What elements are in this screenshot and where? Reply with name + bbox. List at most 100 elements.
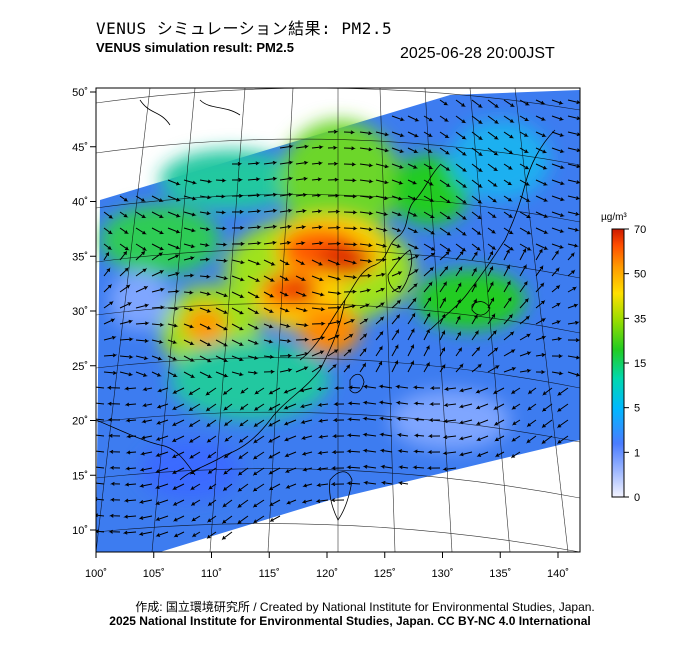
wind-arrow <box>396 416 409 421</box>
wind-arrow <box>391 227 402 232</box>
wind-arrow <box>103 243 113 250</box>
wind-arrow <box>106 401 121 406</box>
wind-arrow <box>311 291 325 297</box>
wind-arrow <box>541 435 553 445</box>
wind-arrow <box>391 115 406 122</box>
wind-arrow <box>455 99 466 107</box>
wind-arrow <box>279 307 290 313</box>
lat-tick-label: 25˚ <box>72 361 88 373</box>
wind-arrow <box>346 433 361 438</box>
wind-arrow <box>493 419 505 426</box>
wind-arrow <box>207 515 217 523</box>
wind-arrow <box>119 284 131 293</box>
wind-arrow <box>331 450 345 455</box>
wind-arrow <box>167 323 179 328</box>
wind-arrow <box>279 192 294 197</box>
wind-arrow <box>428 402 441 407</box>
wind-arrow <box>215 307 229 314</box>
wind-arrow <box>567 195 580 200</box>
wind-arrow <box>279 144 294 149</box>
wind-arrow <box>343 226 358 231</box>
wind-arrow <box>155 435 169 441</box>
wind-arrow <box>487 250 494 261</box>
wind-arrow <box>199 291 212 296</box>
wind-arrow <box>167 211 181 218</box>
wind-arrow <box>302 467 313 472</box>
wind-arrow <box>503 264 510 277</box>
wind-arrow <box>551 302 561 309</box>
wind-arrow <box>535 335 547 341</box>
wind-arrow <box>135 338 150 343</box>
wind-arrow <box>343 304 357 309</box>
wind-arrow <box>413 401 425 406</box>
graticule <box>96 88 580 552</box>
wind-arrow <box>96 481 105 486</box>
wind-arrow <box>391 211 403 217</box>
wind-arrow <box>526 435 537 444</box>
wind-arrow <box>439 243 452 252</box>
wind-arrow <box>535 211 549 218</box>
wind-arrow <box>252 483 265 492</box>
colorbar-tick-label: 50 <box>634 269 646 281</box>
lon-tick-label: 135˚ <box>489 568 511 580</box>
colorbar-tick-label: 5 <box>634 403 640 415</box>
wind-arrow <box>327 334 340 341</box>
wind-arrow <box>231 259 246 265</box>
wind-arrow <box>476 435 489 442</box>
wind-arrow <box>269 499 281 507</box>
wind-arrow <box>151 227 165 235</box>
wind-arrow <box>471 243 482 251</box>
wind-arrow <box>252 499 265 508</box>
wind-arrow <box>455 314 461 325</box>
wind-arrow <box>311 350 325 357</box>
wind-arrow <box>252 515 265 524</box>
wind-arrow <box>423 195 435 202</box>
wind-arrow <box>379 432 393 437</box>
wind-arrow <box>542 387 553 396</box>
wind-arrow <box>413 433 425 438</box>
wind-arrow <box>188 387 201 396</box>
wind-arrow <box>375 345 383 357</box>
wind-arrow <box>475 419 489 426</box>
wind-arrow <box>215 339 229 347</box>
wind-arrow <box>527 403 537 411</box>
wind-arrow <box>439 265 449 277</box>
wind-arrow <box>397 449 409 454</box>
wind-arrow <box>155 451 169 457</box>
wind-arrow <box>311 307 326 312</box>
wind-arrow <box>295 323 309 328</box>
wind-arrow <box>151 269 165 277</box>
wind-arrow <box>551 284 561 293</box>
wind-arrow <box>455 346 462 357</box>
wind-arrow <box>156 403 169 409</box>
wind-arrow <box>263 208 278 213</box>
wind-arrow <box>535 243 549 250</box>
wind-arrow <box>487 312 496 325</box>
wind-arrow <box>222 499 233 508</box>
wind-arrow <box>125 450 137 455</box>
wind-arrow <box>535 147 548 154</box>
wind-arrow <box>223 403 233 412</box>
wind-arrow <box>346 465 361 470</box>
wind-arrow <box>327 305 342 310</box>
wind-arrow <box>199 179 213 184</box>
wind-arrow <box>551 99 564 105</box>
wind-arrow <box>428 418 441 423</box>
wind-arrow <box>347 401 361 406</box>
wind-arrow <box>359 147 374 152</box>
wind-arrow <box>439 363 446 373</box>
wind-arrow <box>330 498 345 503</box>
wind-arrow <box>426 466 441 471</box>
wind-arrow <box>375 195 389 201</box>
wind-arrow <box>423 344 430 357</box>
wind-arrow <box>391 195 404 201</box>
wind-arrow <box>96 465 105 469</box>
wind-arrow <box>188 419 201 428</box>
wind-arrow <box>346 481 361 486</box>
wind-arrow <box>155 499 169 505</box>
wind-arrow <box>103 267 111 277</box>
wind-arrow <box>519 179 531 186</box>
wind-arrow <box>487 195 498 203</box>
wind-arrow <box>362 384 377 389</box>
wind-arrow <box>119 195 129 202</box>
